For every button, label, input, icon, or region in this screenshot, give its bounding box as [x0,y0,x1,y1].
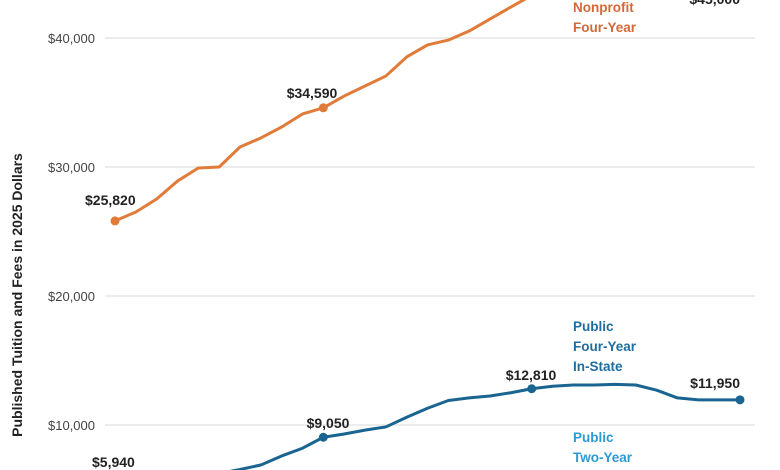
data-point [735,395,745,405]
data-label: $12,810 [506,367,557,383]
series-line [114,0,527,223]
annotations: $25,820 $34,590 $45,000 $5,940 $9,050 $12,810… [85,0,740,470]
series-label: Public [573,319,614,334]
series-lines [110,0,745,470]
series-label: Nonprofit [573,0,634,15]
data-label: $45,000 [689,0,740,7]
y-tick-label: $30,000 [48,160,95,175]
data-label: $5,940 [92,454,135,470]
data-point [318,432,328,442]
y-tick-label: $40,000 [48,31,95,46]
data-point [318,103,328,113]
series-line [229,382,740,470]
data-label: $34,590 [287,85,338,101]
data-label: $9,050 [307,415,350,431]
gridlines [105,37,755,426]
y-axis-label: Published Tuition and Fees in 2025 Dolla… [9,153,25,437]
series-label: Public [573,430,614,445]
y-axis-ticks: $10,000 $20,000 $30,000 $40,000 [48,31,95,433]
series-label: Four-Year [573,339,637,354]
series-label: Four-Year [573,20,637,35]
data-point [527,384,537,394]
series-label: In-State [573,359,623,374]
data-label: $25,820 [85,192,136,208]
data-label: $11,950 [690,375,740,391]
data-point [110,216,120,226]
y-tick-label: $10,000 [48,418,95,433]
y-tick-label: $20,000 [48,289,95,304]
series-label: Two-Year [573,450,633,465]
